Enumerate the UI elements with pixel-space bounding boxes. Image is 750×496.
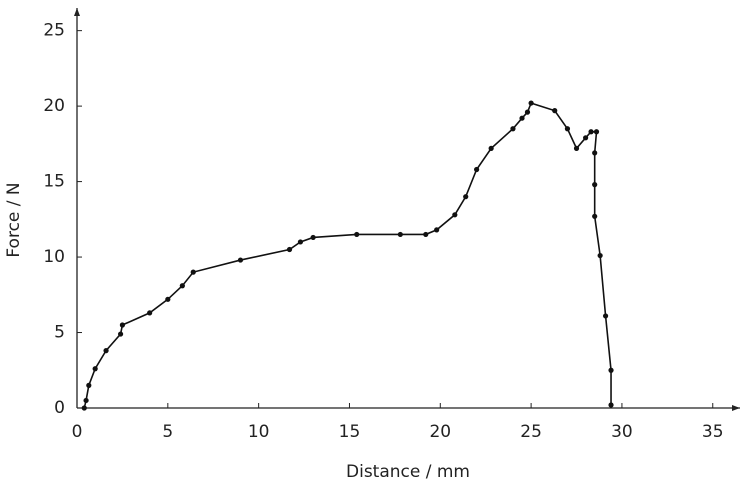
- data-point: [592, 150, 598, 156]
- x-tick-label: 5: [162, 422, 173, 442]
- data-point: [588, 129, 594, 135]
- y-axis-label: Force / N: [4, 182, 24, 257]
- data-point: [552, 108, 558, 114]
- data-point: [83, 397, 89, 404]
- data-point: [608, 402, 614, 408]
- data-point: [592, 213, 598, 219]
- data-point: [524, 109, 531, 115]
- x-tick-label: 15: [339, 422, 361, 442]
- data-point: [608, 367, 614, 373]
- data-point: [434, 227, 440, 233]
- data-point: [602, 313, 609, 319]
- data-point: [147, 310, 153, 316]
- data-point: [165, 296, 171, 302]
- y-tick-label: 20: [43, 96, 65, 116]
- data-point: [597, 252, 603, 259]
- data-point: [86, 382, 92, 388]
- data-point: [519, 115, 525, 121]
- y-tick-label: 10: [43, 247, 65, 267]
- data-point: [423, 231, 429, 238]
- data-point: [237, 257, 244, 263]
- data-point: [354, 231, 360, 238]
- data-point: [81, 405, 87, 411]
- data-point: [488, 145, 494, 151]
- data-point: [452, 212, 458, 218]
- x-tick-label: 0: [72, 422, 83, 442]
- data-point: [286, 246, 293, 253]
- x-tick-label: 10: [248, 422, 270, 442]
- data-point: [463, 194, 469, 200]
- data-point: [474, 166, 480, 173]
- data-point: [297, 239, 304, 245]
- y-tick-label: 25: [43, 21, 65, 41]
- data-point: [103, 348, 109, 354]
- y-tick-label: 15: [43, 172, 65, 192]
- data-point: [592, 182, 598, 188]
- data-point: [179, 283, 185, 289]
- data-point: [117, 331, 124, 337]
- x-tick-label: 25: [520, 422, 542, 442]
- data-point: [593, 129, 600, 135]
- y-tick-label: 5: [54, 323, 65, 343]
- data-point: [573, 145, 580, 151]
- data-point: [119, 322, 126, 328]
- x-tick-label: 30: [611, 422, 633, 442]
- data-point: [310, 234, 316, 241]
- data-point: [190, 269, 196, 275]
- data-point: [564, 126, 571, 132]
- x-axis-label: Distance / mm: [346, 462, 470, 482]
- data-point: [528, 100, 534, 106]
- x-tick-label: 35: [702, 422, 724, 442]
- y-tick-label: 0: [54, 398, 65, 418]
- data-point: [583, 135, 589, 141]
- data-point: [510, 126, 516, 132]
- data-point: [92, 366, 98, 372]
- y-axis-arrow: [74, 8, 80, 16]
- data-point: [397, 231, 403, 238]
- x-tick-label: 20: [429, 422, 451, 442]
- data-line: [83, 102, 612, 409]
- x-axis-arrow: [732, 405, 740, 411]
